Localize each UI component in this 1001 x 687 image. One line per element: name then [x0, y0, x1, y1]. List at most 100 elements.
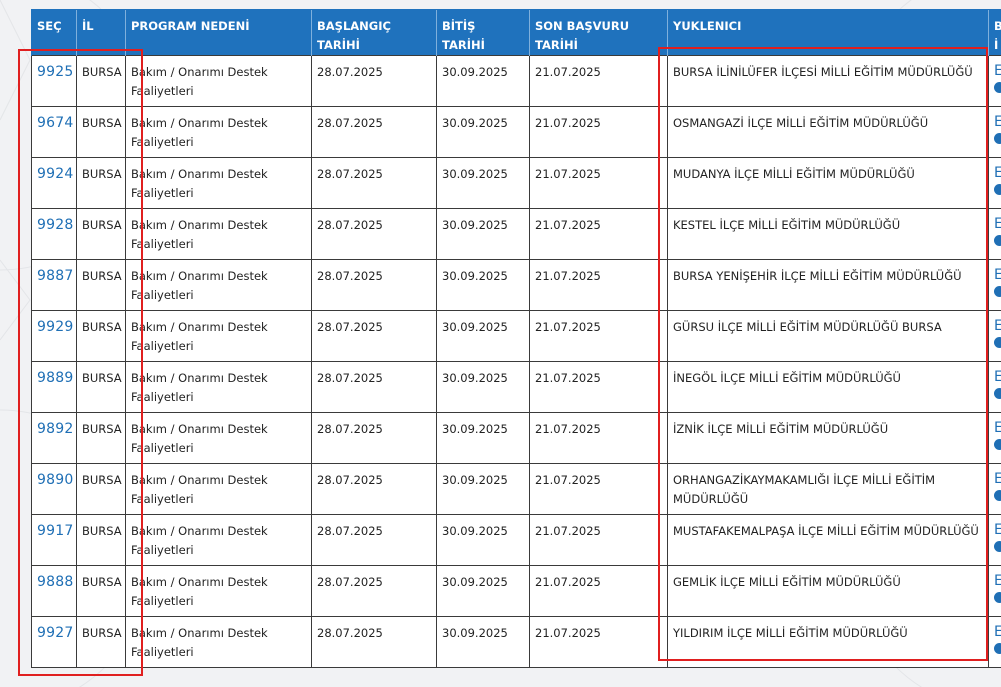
- header-contractor[interactable]: YUKLENICI: [667, 9, 989, 56]
- header-end-date[interactable]: BİTİŞ TARİHİ: [436, 9, 530, 56]
- select-link[interactable]: 9674: [37, 115, 74, 131]
- last-cell: E: [988, 565, 1001, 617]
- contractor-cell: KESTEL İLÇE MİLLİ EĞİTİM MÜDÜRLÜĞÜ: [667, 208, 989, 260]
- program-text: Bakım / Onarımı Destek Faaliyetleri: [131, 269, 268, 302]
- detail-link[interactable]: E: [994, 420, 1001, 436]
- info-circle-icon[interactable]: [994, 490, 1001, 501]
- header-il[interactable]: İL: [76, 9, 126, 56]
- end-date-cell: 30.09.2025: [436, 55, 530, 107]
- header-deadline[interactable]: SON BAŞVURU TARİHİ: [529, 9, 668, 56]
- start-date-cell: 28.07.2025: [311, 361, 437, 413]
- il-cell: BURSA: [76, 361, 126, 413]
- end-date-cell: 30.09.2025: [436, 106, 530, 158]
- start-date-cell: 28.07.2025: [311, 412, 437, 464]
- il-cell: BURSA: [76, 55, 126, 107]
- last-cell: E: [988, 106, 1001, 158]
- select-link[interactable]: 9887: [37, 268, 74, 284]
- info-circle-icon[interactable]: [994, 592, 1001, 603]
- deadline-text: 21.07.2025: [535, 473, 601, 487]
- deadline-cell: 21.07.2025: [529, 55, 668, 107]
- select-link[interactable]: 9925: [37, 64, 74, 80]
- last-cell: E: [988, 259, 1001, 311]
- info-circle-icon[interactable]: [994, 184, 1001, 195]
- deadline-cell: 21.07.2025: [529, 412, 668, 464]
- select-link[interactable]: 9917: [37, 523, 74, 539]
- header-sec[interactable]: SEÇ: [31, 9, 77, 56]
- header-program[interactable]: PROGRAM NEDENİ: [125, 9, 312, 56]
- program-cell: Bakım / Onarımı Destek Faaliyetleri: [125, 412, 312, 464]
- program-cell: Bakım / Onarımı Destek Faaliyetleri: [125, 361, 312, 413]
- info-circle-icon[interactable]: [994, 643, 1001, 654]
- detail-link[interactable]: E: [994, 369, 1001, 385]
- info-circle-icon[interactable]: [994, 541, 1001, 552]
- table-row: 9927 BURSA Bakım / Onarımı Destek Faaliy…: [31, 616, 1001, 668]
- program-text: Bakım / Onarımı Destek Faaliyetleri: [131, 116, 268, 149]
- sec-cell: 9927: [31, 616, 77, 668]
- end-date-cell: 30.09.2025: [436, 208, 530, 260]
- start-date-cell: 28.07.2025: [311, 565, 437, 617]
- start-date-cell: 28.07.2025: [311, 616, 437, 668]
- last-cell: E: [988, 55, 1001, 107]
- info-circle-icon[interactable]: [994, 133, 1001, 144]
- select-link[interactable]: 9924: [37, 166, 74, 182]
- end-date-text: 30.09.2025: [442, 167, 508, 181]
- program-text: Bakım / Onarımı Destek Faaliyetleri: [131, 167, 268, 200]
- last-cell: E: [988, 616, 1001, 668]
- header-start-date[interactable]: BAŞLANGIÇ TARİHİ: [311, 9, 437, 56]
- info-circle-icon[interactable]: [994, 388, 1001, 399]
- deadline-cell: 21.07.2025: [529, 514, 668, 566]
- detail-link[interactable]: E: [994, 471, 1001, 487]
- select-link[interactable]: 9928: [37, 217, 74, 233]
- deadline-cell: 21.07.2025: [529, 157, 668, 209]
- start-date-text: 28.07.2025: [317, 422, 383, 436]
- detail-link[interactable]: E: [994, 216, 1001, 232]
- contractor-text: BURSA İLİNİLÜFER İLÇESİ MİLLİ EĞİTİM MÜD…: [673, 65, 973, 79]
- program-cell: Bakım / Onarımı Destek Faaliyetleri: [125, 208, 312, 260]
- il-cell: BURSA: [76, 412, 126, 464]
- detail-link[interactable]: E: [994, 573, 1001, 589]
- info-circle-icon[interactable]: [994, 286, 1001, 297]
- select-link[interactable]: 9929: [37, 319, 74, 335]
- select-link[interactable]: 9890: [37, 472, 74, 488]
- end-date-text: 30.09.2025: [442, 218, 508, 232]
- select-link[interactable]: 9892: [37, 421, 74, 437]
- info-circle-icon[interactable]: [994, 82, 1001, 93]
- table-row: 9889 BURSA Bakım / Onarımı Destek Faaliy…: [31, 361, 1001, 413]
- detail-link[interactable]: E: [994, 267, 1001, 283]
- info-circle-icon[interactable]: [994, 439, 1001, 450]
- il-text: BURSA: [82, 422, 122, 436]
- detail-link[interactable]: E: [994, 63, 1001, 79]
- detail-link[interactable]: E: [994, 114, 1001, 130]
- il-text: BURSA: [82, 320, 122, 334]
- select-link[interactable]: 9889: [37, 370, 74, 386]
- detail-link[interactable]: E: [994, 522, 1001, 538]
- detail-link[interactable]: E: [994, 318, 1001, 334]
- end-date-text: 30.09.2025: [442, 269, 508, 283]
- program-cell: Bakım / Onarımı Destek Faaliyetleri: [125, 106, 312, 158]
- end-date-text: 30.09.2025: [442, 65, 508, 79]
- start-date-text: 28.07.2025: [317, 473, 383, 487]
- table-row: 9924 BURSA Bakım / Onarımı Destek Faaliy…: [31, 157, 1001, 209]
- results-table: SEÇ İL PROGRAM NEDENİ BAŞLANGIÇ TARİHİ Bİ…: [31, 9, 1001, 668]
- info-circle-icon[interactable]: [994, 235, 1001, 246]
- select-link[interactable]: 9927: [37, 625, 74, 641]
- il-text: BURSA: [82, 167, 122, 181]
- last-cell: E: [988, 310, 1001, 362]
- select-link[interactable]: 9888: [37, 574, 74, 590]
- sec-cell: 9892: [31, 412, 77, 464]
- start-date-cell: 28.07.2025: [311, 208, 437, 260]
- end-date-cell: 30.09.2025: [436, 361, 530, 413]
- deadline-text: 21.07.2025: [535, 218, 601, 232]
- end-date-text: 30.09.2025: [442, 422, 508, 436]
- contractor-text: İZNİK İLÇE MİLLİ EĞİTİM MÜDÜRLÜĞÜ: [673, 422, 889, 436]
- detail-link[interactable]: E: [994, 624, 1001, 640]
- contractor-text: MUDANYA İLÇE MİLLİ EĞİTİM MÜDÜRLÜĞÜ: [673, 167, 915, 181]
- detail-link[interactable]: E: [994, 165, 1001, 181]
- info-circle-icon[interactable]: [994, 337, 1001, 348]
- program-cell: Bakım / Onarımı Destek Faaliyetleri: [125, 565, 312, 617]
- deadline-text: 21.07.2025: [535, 422, 601, 436]
- sec-cell: 9928: [31, 208, 77, 260]
- il-text: BURSA: [82, 116, 122, 130]
- deadline-text: 21.07.2025: [535, 116, 601, 130]
